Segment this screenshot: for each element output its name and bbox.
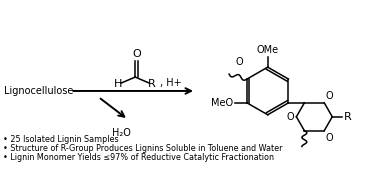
Text: • Lignin Monomer Yields ≤97% of Reductive Catalytic Fractionation: • Lignin Monomer Yields ≤97% of Reductiv…	[3, 153, 274, 162]
Text: O: O	[287, 112, 294, 122]
Text: • Structure of R-Group Produces Lignins Soluble in Toluene and Water: • Structure of R-Group Produces Lignins …	[3, 144, 282, 153]
Text: H₂O: H₂O	[112, 128, 131, 138]
Text: O: O	[325, 91, 333, 101]
Text: H: H	[114, 79, 122, 89]
Text: Lignocellulose: Lignocellulose	[4, 86, 73, 96]
Text: O: O	[235, 57, 243, 67]
Text: O: O	[132, 49, 141, 59]
Text: , H+: , H+	[160, 78, 182, 88]
Text: R: R	[148, 79, 156, 89]
Text: O: O	[325, 133, 333, 143]
Text: OMe: OMe	[257, 45, 279, 55]
Text: • 25 Isolated Lignin Samples: • 25 Isolated Lignin Samples	[3, 135, 118, 144]
Text: MeO: MeO	[211, 98, 233, 108]
Text: R: R	[344, 112, 352, 122]
